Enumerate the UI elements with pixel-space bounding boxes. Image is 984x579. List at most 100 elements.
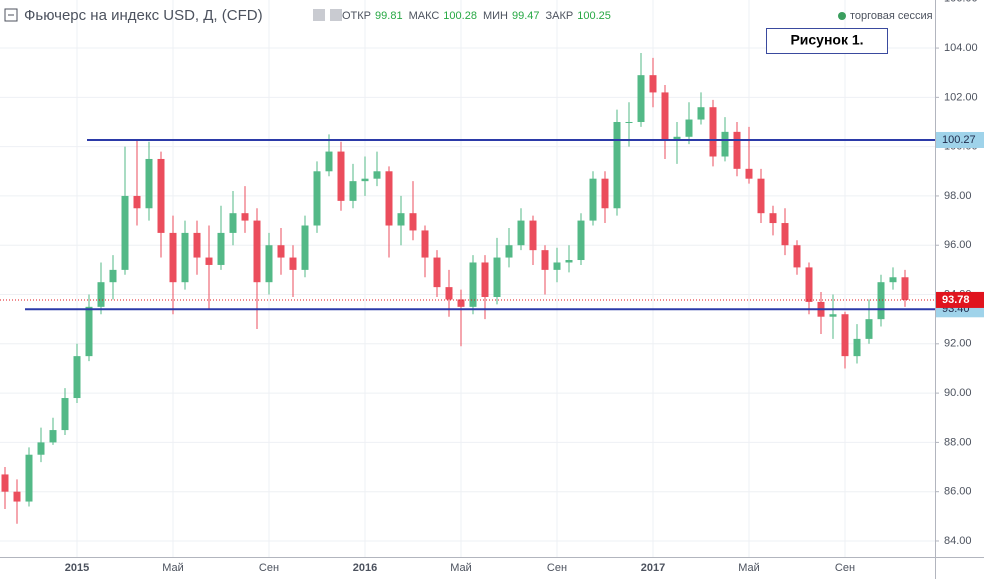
- candle-body: [685, 119, 693, 137]
- last-price-bg: [936, 291, 984, 308]
- candle-body: [325, 151, 333, 172]
- x-tick-label: 2015: [65, 562, 89, 574]
- candle-body: [97, 282, 105, 307]
- candle-body: [73, 356, 81, 399]
- x-tick-label: Сен: [259, 562, 279, 574]
- candle-body: [517, 220, 525, 246]
- y-tick-label: 84.00: [944, 535, 972, 547]
- x-tick-label: Май: [162, 562, 184, 574]
- candle-body: [505, 245, 513, 258]
- candle-body: [733, 131, 741, 169]
- y-tick-label: 106.00: [944, 0, 978, 5]
- annotation: Рисунок 1.: [790, 32, 863, 48]
- symbol-title: Фьючерс на индекс USD, Д, (CFD): [24, 7, 263, 24]
- candle-body: [829, 314, 837, 317]
- ohlc-value: 100.25: [577, 10, 611, 22]
- candle-body: [709, 107, 717, 157]
- status-dot: [838, 12, 846, 20]
- x-tick-label: Сен: [547, 562, 567, 574]
- candle-body: [601, 178, 609, 209]
- candle-body: [853, 338, 861, 357]
- price-label: 100.27: [942, 134, 976, 146]
- candle-body: [673, 136, 681, 140]
- last-price-label: 93.78: [942, 294, 970, 306]
- candle-body: [433, 257, 441, 288]
- candle-body: [37, 442, 45, 455]
- candle-body: [901, 277, 909, 300]
- candle-body: [793, 245, 801, 268]
- x-tick-label: 2016: [353, 562, 377, 574]
- candle-body: [469, 262, 477, 307]
- candle-body: [109, 269, 117, 283]
- candle-body: [841, 314, 849, 357]
- y-tick-label: 96.00: [944, 239, 972, 251]
- y-tick-label: 102.00: [944, 91, 978, 103]
- candle-body: [409, 213, 417, 231]
- ohlc-values: ОТКР 99.81 МАКС 100.28 МИН 99.47 ЗАКР 100.25: [342, 10, 611, 22]
- candle-body: [349, 181, 357, 201]
- candle-body: [481, 262, 489, 297]
- candle-body: [145, 158, 153, 209]
- candle-body: [205, 257, 213, 265]
- candle-body: [721, 131, 729, 157]
- candle-body: [757, 178, 765, 214]
- ohlc-value: 99.81: [375, 10, 403, 22]
- candle-body: [61, 398, 69, 431]
- candles: [1, 52, 909, 524]
- candle-body: [277, 245, 285, 258]
- y-tick-label: 104.00: [944, 42, 978, 54]
- candle-body: [889, 277, 897, 283]
- y-tick-label: 86.00: [944, 486, 972, 498]
- x-tick-label: Май: [738, 562, 760, 574]
- candle-body: [289, 257, 297, 270]
- candle-body: [313, 171, 321, 226]
- price-label-bg: [936, 131, 984, 148]
- candle-body: [577, 220, 585, 261]
- annotation-box: [766, 28, 888, 54]
- settings-icon[interactable]: [313, 9, 325, 21]
- settings-icon[interactable]: [330, 9, 342, 21]
- candle-body: [421, 230, 429, 258]
- ohlc-value: 100.28: [443, 10, 477, 22]
- candle-body: [337, 151, 345, 201]
- candle-body: [661, 92, 669, 140]
- candle-body: [553, 262, 561, 270]
- candle-body: [625, 121, 633, 123]
- ohlc-value: 99.47: [512, 10, 540, 22]
- candle-body: [637, 75, 645, 122]
- candle-body: [181, 232, 189, 283]
- candle-body: [25, 454, 33, 502]
- candle-body: [589, 178, 597, 221]
- candle-body: [193, 232, 201, 258]
- candle-body: [805, 267, 813, 302]
- candle-body: [241, 213, 249, 221]
- candle-body: [541, 250, 549, 270]
- candle-body: [565, 260, 573, 263]
- ohlc-label: ОТКР: [342, 10, 371, 22]
- candle-body: [649, 75, 657, 93]
- candle-body: [385, 171, 393, 226]
- candle-body: [397, 213, 405, 226]
- x-tick-label: Май: [450, 562, 472, 574]
- x-tick-label: 2017: [641, 562, 665, 574]
- ohlc-label: МАКС: [409, 10, 440, 22]
- candle-body: [865, 319, 873, 339]
- candle-body: [361, 178, 369, 182]
- candle-body: [781, 223, 789, 246]
- collapse-icon[interactable]: [4, 8, 18, 22]
- candle-body: [769, 213, 777, 224]
- ohlc-label: МИН: [483, 10, 508, 22]
- candle-body: [613, 121, 621, 209]
- candle-body: [697, 107, 705, 120]
- y-tick-label: 90.00: [944, 387, 972, 399]
- candle-body: [157, 158, 165, 233]
- candle-body: [745, 168, 753, 179]
- candle-body: [1, 474, 9, 492]
- candle-body: [85, 306, 93, 357]
- candle-body: [133, 195, 141, 209]
- candle-body: [457, 299, 465, 307]
- candle-body: [217, 232, 225, 265]
- y-tick-label: 92.00: [944, 338, 972, 350]
